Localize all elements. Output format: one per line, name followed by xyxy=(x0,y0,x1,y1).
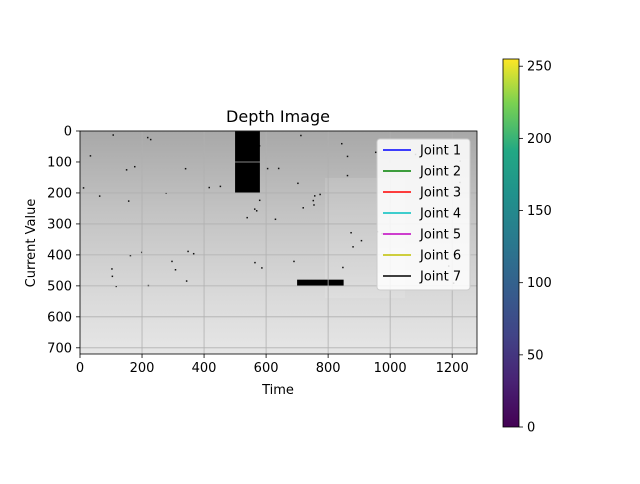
noise-speck xyxy=(127,200,130,202)
colorbar: 0 50 100 150 200 250 xyxy=(502,58,552,436)
noise-speck xyxy=(352,246,354,248)
noise-speck xyxy=(346,155,349,158)
noise-speck xyxy=(254,261,256,264)
noise-speck xyxy=(293,260,295,263)
colorbar-tick-label: 100 xyxy=(527,276,552,291)
noise-speck xyxy=(341,142,343,145)
noise-speck xyxy=(277,167,280,170)
noise-speck xyxy=(115,285,118,288)
y-tick-label: 100 xyxy=(47,155,72,170)
colorbar-tick-label: 150 xyxy=(527,204,552,219)
noise-speck xyxy=(342,266,344,269)
x-tick-label: 200 xyxy=(130,361,155,376)
colorbar-tick-label: 200 xyxy=(527,132,552,147)
noise-speck xyxy=(360,239,363,242)
noise-speck xyxy=(219,185,222,188)
legend-label-4: Joint 4 xyxy=(419,207,461,222)
legend-label-7: Joint 7 xyxy=(419,270,461,285)
y-axis-label: Current Value xyxy=(24,199,39,288)
noise-speck xyxy=(313,204,315,206)
noise-speck xyxy=(208,186,210,189)
dark-region-2 xyxy=(297,279,344,286)
noise-speck xyxy=(133,165,136,168)
y-tick-label: 600 xyxy=(47,310,72,325)
legend: Joint 1 Joint 2 Joint 3 Joint 4 Joint 5 Joint… xyxy=(376,138,471,291)
legend-label-2: Joint 2 xyxy=(419,165,461,180)
y-tick-label: 200 xyxy=(47,186,72,201)
noise-speck xyxy=(258,199,261,202)
colorbar-gradient xyxy=(502,58,520,428)
legend-box xyxy=(376,138,471,291)
noise-speck xyxy=(253,208,256,210)
x-tick-label: 1000 xyxy=(374,361,407,376)
noise-speck xyxy=(174,269,177,271)
legend-label-3: Joint 3 xyxy=(419,186,461,201)
x-axis-label: Time xyxy=(261,383,294,398)
noise-speck xyxy=(374,151,377,154)
legend-label-1: Joint 1 xyxy=(419,144,461,159)
noise-speck xyxy=(149,138,152,141)
x-tick-label: 1200 xyxy=(436,361,469,376)
noise-speck xyxy=(261,267,263,269)
y-tick-label: 0 xyxy=(64,125,72,140)
noise-speck xyxy=(112,134,114,136)
noise-speck xyxy=(146,136,149,139)
y-tick-label: 300 xyxy=(47,217,72,232)
chart-title: Depth Image xyxy=(226,107,330,126)
x-tick-label: 400 xyxy=(192,361,217,376)
noise-speck xyxy=(346,174,349,177)
x-tick-label: 800 xyxy=(316,361,341,376)
noise-speck xyxy=(312,199,315,202)
y-tick-label: 400 xyxy=(47,248,72,263)
noise-speck xyxy=(246,216,248,219)
noise-speck xyxy=(313,195,316,197)
noise-speck xyxy=(89,155,92,157)
noise-speck xyxy=(300,134,302,137)
noise-speck xyxy=(350,231,352,234)
noise-speck xyxy=(297,182,299,185)
noise-speck xyxy=(192,252,195,255)
axes-frame xyxy=(79,130,478,355)
y-axis: 0 100 200 300 400 500 600 700 xyxy=(47,125,80,356)
x-axis: 0 200 400 600 800 1000 1200 xyxy=(76,354,469,376)
noise-speck xyxy=(111,268,113,270)
colorbar-tick-label: 250 xyxy=(527,60,552,75)
legend-label-6: Joint 6 xyxy=(419,249,461,264)
noise-speck xyxy=(319,193,321,196)
noise-speck xyxy=(255,210,258,212)
noise-speck xyxy=(125,169,128,171)
x-tick-label: 600 xyxy=(254,361,279,376)
noise-speck xyxy=(274,218,277,221)
noise-speck xyxy=(266,167,269,170)
legend-label-5: Joint 5 xyxy=(419,228,461,243)
colorbar-ticks: 0 50 100 150 200 250 xyxy=(519,60,552,436)
noise-speck xyxy=(98,195,101,197)
colorbar-tick-label: 0 xyxy=(527,421,535,436)
noise-speck xyxy=(302,207,304,209)
y-tick-label: 700 xyxy=(47,341,72,356)
noise-speck xyxy=(171,260,173,263)
noise-speck xyxy=(185,280,188,282)
noise-speck xyxy=(187,250,189,253)
noise-speck xyxy=(129,254,132,257)
noise-speck xyxy=(184,167,187,170)
noise-speck xyxy=(82,187,85,189)
x-tick-label: 0 xyxy=(76,361,84,376)
colorbar-tick-label: 50 xyxy=(527,348,544,363)
y-tick-label: 500 xyxy=(47,279,72,294)
noise-speck xyxy=(111,275,114,278)
